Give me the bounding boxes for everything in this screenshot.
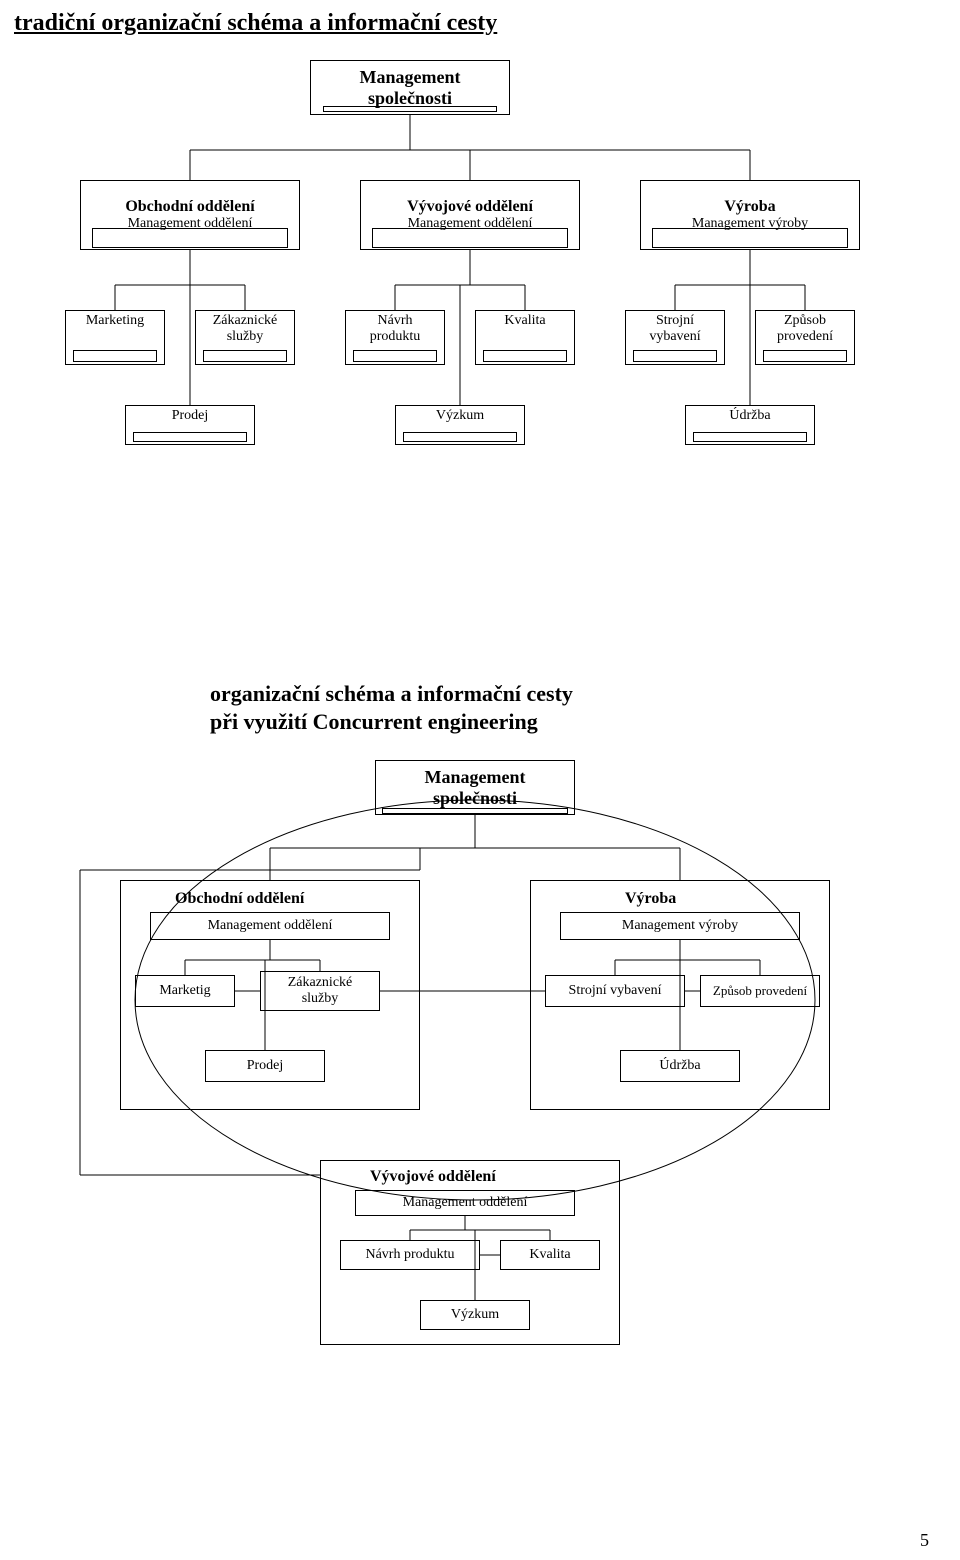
c1-l3-2-i xyxy=(353,350,437,362)
c1-l3-1-b: služby xyxy=(227,329,264,345)
page-title-2: organizační schéma a informační cesty př… xyxy=(210,680,573,735)
c1-l2-1-inner xyxy=(372,228,568,248)
c1-l3-5-i xyxy=(763,350,847,362)
c2-bot-sub: Management oddělení xyxy=(355,1190,575,1216)
c2-left-n2-b: služby xyxy=(302,991,339,1007)
c1-l3-5-a: Způsob xyxy=(784,313,826,329)
c2-right-n1: Strojní vybavení xyxy=(545,975,685,1007)
c2-left-n1: Marketig xyxy=(135,975,235,1007)
c2-right-n2-t: Způsob provedení xyxy=(713,983,807,999)
c1-l2-0-a: Obchodní oddělení xyxy=(125,198,254,216)
c1-l2-2-a: Výroba xyxy=(724,198,775,216)
c2-bot-sub-t: Management oddělení xyxy=(403,1195,528,1211)
c2-left-n2-a: Zákaznické xyxy=(288,975,353,991)
c1-l3-2-b: produktu xyxy=(370,329,421,345)
c1-l2-2-inner xyxy=(652,228,848,248)
c2-bot-n1: Návrh produktu xyxy=(340,1240,480,1270)
c1-l3-4-b: vybavení xyxy=(649,329,700,345)
c2-top-a: Management xyxy=(425,767,526,788)
c2-right-n2: Způsob provedení xyxy=(700,975,820,1007)
c1-l4-2-i xyxy=(693,432,807,442)
c1-l4-1-t: Výzkum xyxy=(436,408,484,424)
c1-l4-0-t: Prodej xyxy=(172,408,209,424)
c2-right-sub: Management výroby xyxy=(560,912,800,940)
c2-top: Management společnosti xyxy=(375,760,575,815)
c2-left-sub: Management oddělení xyxy=(150,912,390,940)
c1-l3-4-a: Strojní xyxy=(656,313,694,329)
c1-l4-2-t: Údržba xyxy=(729,408,770,424)
c2-right-sub-t: Management výroby xyxy=(622,918,738,934)
title2-l2: při využití Concurrent engineering xyxy=(210,708,573,736)
c1-l2-1-a: Vývojové oddělení xyxy=(407,198,533,216)
c1-l4-0-i xyxy=(133,432,247,442)
c1-top-inner xyxy=(323,106,497,112)
c2-bot-n1-t: Návrh produktu xyxy=(365,1247,454,1263)
c2-left-title: Obchodní oddělení xyxy=(175,890,304,908)
c2-bot-n3: Výzkum xyxy=(420,1300,530,1330)
page-title-1: tradiční organizační schéma a informační… xyxy=(14,10,497,37)
c2-top-b: společnosti xyxy=(433,788,517,809)
c2-left-sub-t: Management oddělení xyxy=(208,918,333,934)
c1-l3-2-a: Návrh xyxy=(378,313,413,329)
c1-l3-5-b: provedení xyxy=(777,329,833,345)
c1-l3-3-t: Kvalita xyxy=(504,313,545,329)
c1-l3-1-a: Zákaznické xyxy=(213,313,278,329)
c1-l3-1-i xyxy=(203,350,287,362)
c2-bot-n2-t: Kvalita xyxy=(529,1247,570,1263)
c1-l3-3-i xyxy=(483,350,567,362)
c1-l2-0-inner xyxy=(92,228,288,248)
c2-left-n3: Prodej xyxy=(205,1050,325,1082)
c2-left-n2: Zákaznické služby xyxy=(260,971,380,1011)
title2-l1: organizační schéma a informační cesty xyxy=(210,680,573,708)
c1-l3-0-i xyxy=(73,350,157,362)
c2-right-title: Výroba xyxy=(625,890,676,908)
c2-bot-n2: Kvalita xyxy=(500,1240,600,1270)
c1-top-l1: Management xyxy=(360,67,461,88)
c2-left-n3-t: Prodej xyxy=(247,1058,284,1074)
c2-top-stub xyxy=(382,808,568,814)
c2-right-n3: Údržba xyxy=(620,1050,740,1082)
c2-bot-n3-t: Výzkum xyxy=(451,1307,499,1323)
c2-right-n1-t: Strojní vybavení xyxy=(569,983,662,999)
c1-l3-4-i xyxy=(633,350,717,362)
c2-left-n1-t: Marketig xyxy=(159,983,210,999)
c1-l4-1-i xyxy=(403,432,517,442)
c2-bot-title: Vývojové oddělení xyxy=(370,1168,496,1186)
c2-right-n3-t: Údržba xyxy=(659,1058,700,1074)
c1-l3-0-t: Marketing xyxy=(86,313,144,329)
page-number: 5 xyxy=(920,1530,929,1551)
